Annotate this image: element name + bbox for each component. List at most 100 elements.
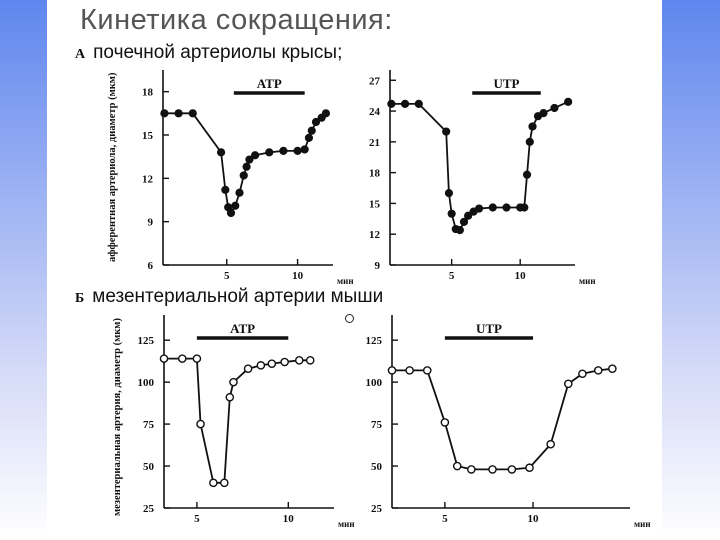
data-point — [265, 148, 274, 157]
y-tick-label: 15 — [369, 198, 381, 210]
series-line — [392, 367, 613, 471]
data-point — [474, 204, 484, 213]
x-tick-label: 5 — [194, 513, 200, 525]
data-point — [220, 478, 229, 488]
data-point — [256, 361, 266, 370]
data-point — [405, 366, 414, 375]
data-point — [422, 366, 432, 375]
data-point — [525, 137, 534, 146]
data-point — [444, 189, 454, 198]
data-point — [520, 203, 529, 212]
data-point — [400, 99, 410, 108]
x-tick-label: 5 — [442, 513, 448, 525]
data-point — [305, 356, 315, 365]
y-tick-label: 100 — [138, 377, 155, 389]
y-tick-label: 125 — [366, 335, 383, 347]
x-tick-label: 10 — [283, 513, 295, 525]
left-gradient-bar — [0, 0, 47, 540]
y-tick-label: 100 — [366, 377, 383, 389]
data-point — [196, 419, 205, 429]
data-point — [593, 366, 603, 375]
data-point — [192, 354, 202, 363]
data-point — [239, 171, 248, 180]
treatment-label: UTP — [493, 76, 519, 91]
y-tick-label: 6 — [148, 260, 154, 272]
data-point — [452, 461, 462, 471]
y-tick-label: 50 — [143, 461, 155, 473]
y-tick-label: 18 — [142, 87, 154, 99]
data-point — [522, 170, 532, 179]
treatment-label: UTP — [476, 321, 502, 336]
data-point — [279, 146, 288, 155]
x-tick-label: 5 — [449, 270, 455, 282]
x-tick-label: 10 — [292, 270, 304, 282]
data-point — [455, 226, 464, 235]
data-point — [226, 208, 236, 218]
data-point — [250, 151, 260, 160]
section-b-letter: Б — [75, 291, 85, 306]
data-point — [387, 366, 397, 375]
y-tick-label: 9 — [148, 217, 154, 229]
y-tick-label: 25 — [371, 503, 383, 515]
y-tick-label: 50 — [371, 461, 383, 473]
x-tick-label: 5 — [224, 270, 230, 282]
data-point — [502, 203, 511, 212]
x-axis-unit-label: мин — [338, 519, 355, 529]
data-point — [243, 364, 253, 374]
x-axis-unit-label: мин — [579, 276, 596, 286]
treatment-label: ATP — [230, 321, 255, 336]
x-tick-label: 10 — [515, 270, 527, 282]
data-point — [294, 356, 304, 365]
y-tick-label: 21 — [369, 137, 380, 149]
data-point — [459, 217, 469, 226]
data-point — [267, 359, 277, 368]
data-point — [488, 465, 497, 474]
data-point — [188, 109, 197, 118]
y-tick-label: 25 — [143, 503, 155, 515]
data-point — [177, 354, 187, 363]
y-tick-label: 75 — [371, 419, 383, 431]
section-a-label: почечной артериолы крысы; — [93, 42, 343, 63]
section-b-label: мезентериальной артерии мыши — [92, 286, 384, 307]
y-tick-label: 15 — [142, 130, 154, 142]
data-point — [160, 109, 169, 118]
data-point — [209, 478, 218, 488]
data-point — [216, 148, 226, 157]
y-tick-label: 24 — [369, 106, 381, 118]
section-a-letter: А — [75, 47, 86, 62]
data-point — [578, 369, 587, 379]
data-point — [174, 109, 183, 118]
data-point — [300, 145, 309, 154]
slide — [47, 0, 662, 540]
data-point — [608, 364, 617, 374]
data-point — [235, 188, 244, 197]
data-point — [440, 418, 450, 427]
data-point — [447, 209, 456, 218]
data-point — [307, 126, 316, 135]
y-tick-label: 75 — [143, 419, 155, 431]
treatment-label: ATP — [257, 76, 282, 91]
data-point — [564, 97, 573, 106]
y-tick-label: 27 — [369, 75, 381, 87]
data-point — [550, 103, 559, 113]
data-point — [159, 354, 169, 363]
data-point — [488, 203, 497, 212]
data-point — [464, 211, 473, 220]
y-tick-label: 125 — [138, 335, 155, 347]
x-axis-unit-label: мин — [337, 276, 354, 286]
y-tick-label: 12 — [369, 229, 381, 241]
data-point — [563, 379, 573, 389]
data-point — [442, 127, 451, 136]
right-gradient-bar — [662, 0, 720, 540]
data-point — [525, 463, 534, 473]
y-tick-label: 18 — [369, 168, 381, 180]
data-point — [231, 201, 240, 210]
slide-title: Кинетика сокращения: — [80, 4, 393, 36]
data-point — [321, 109, 331, 118]
data-point — [311, 117, 321, 127]
